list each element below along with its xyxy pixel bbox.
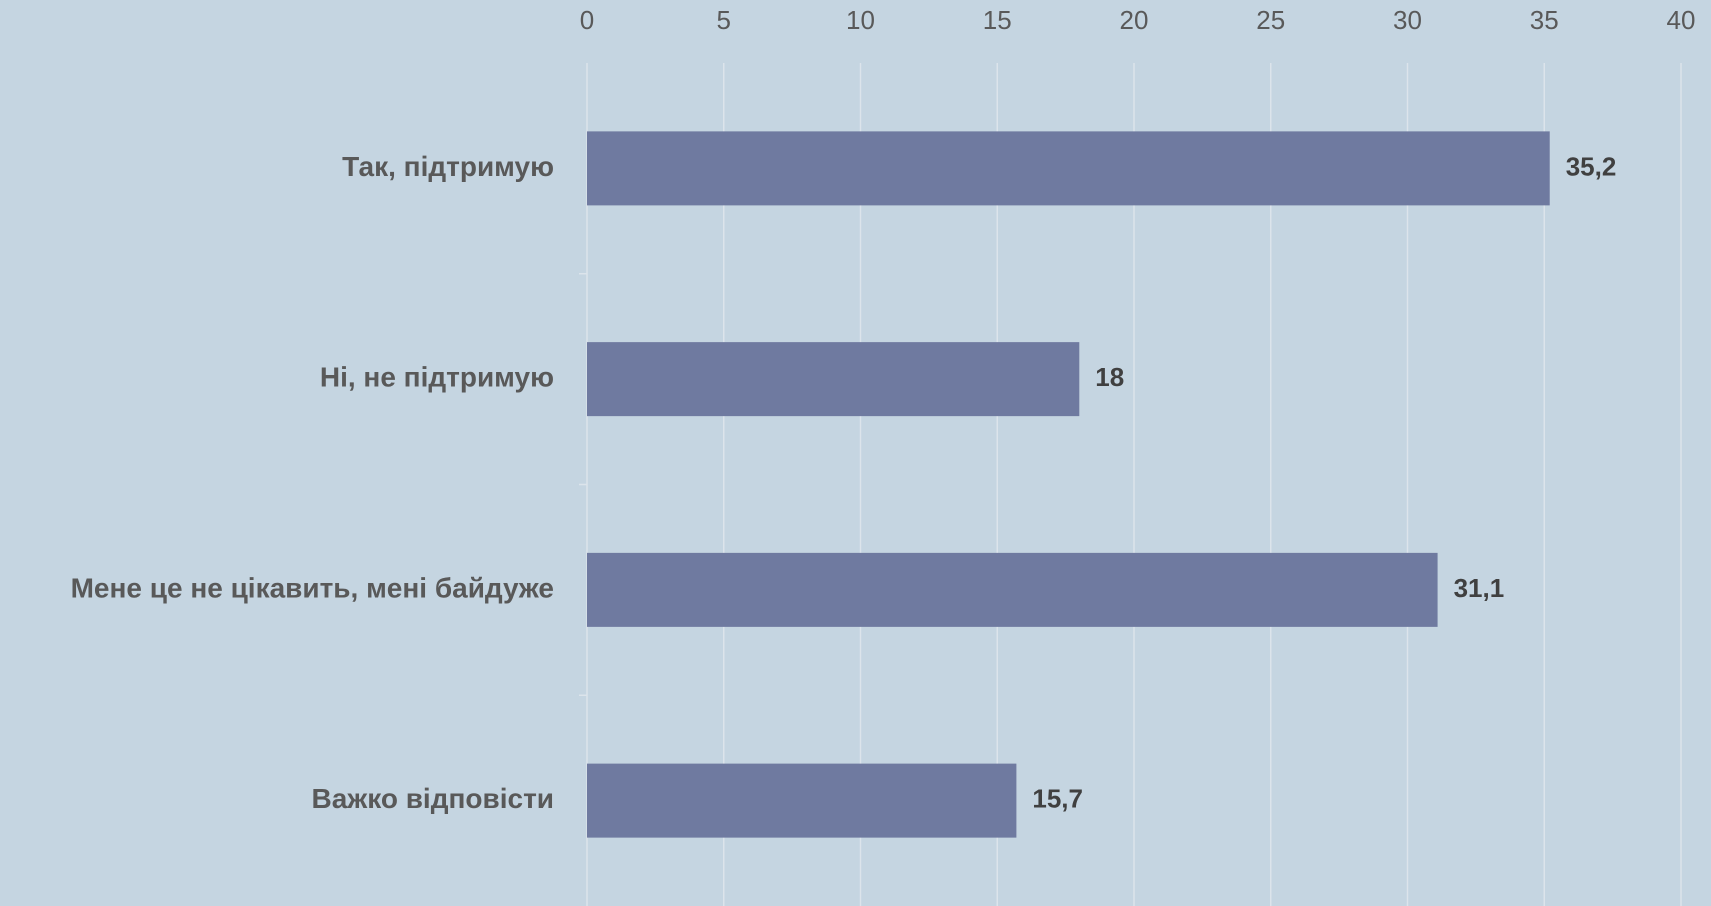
y-tick-label: Важко відповісти xyxy=(312,783,554,814)
y-tick-label: Так, підтримую xyxy=(342,151,554,182)
x-tick-label: 30 xyxy=(1393,5,1422,35)
bar xyxy=(587,763,1017,838)
data-label: 15,7 xyxy=(1032,784,1083,814)
x-tick-label: 15 xyxy=(983,5,1012,35)
y-tick-label: Ні, не підтримую xyxy=(320,362,554,393)
data-label: 35,2 xyxy=(1566,151,1617,181)
bar xyxy=(587,131,1550,206)
y-tick-label: Мене це не цікавить, мені байдуже xyxy=(71,572,554,603)
x-tick-label: 5 xyxy=(717,5,731,35)
x-tick-label: 0 xyxy=(580,5,594,35)
data-label: 31,1 xyxy=(1454,573,1505,603)
data-label: 18 xyxy=(1095,362,1124,392)
bar xyxy=(587,342,1080,417)
x-tick-label: 10 xyxy=(846,5,875,35)
x-tick-label: 35 xyxy=(1530,5,1559,35)
x-tick-label: 20 xyxy=(1120,5,1149,35)
bar xyxy=(587,552,1438,627)
x-tick-label: 25 xyxy=(1256,5,1285,35)
x-tick-label: 40 xyxy=(1667,5,1696,35)
